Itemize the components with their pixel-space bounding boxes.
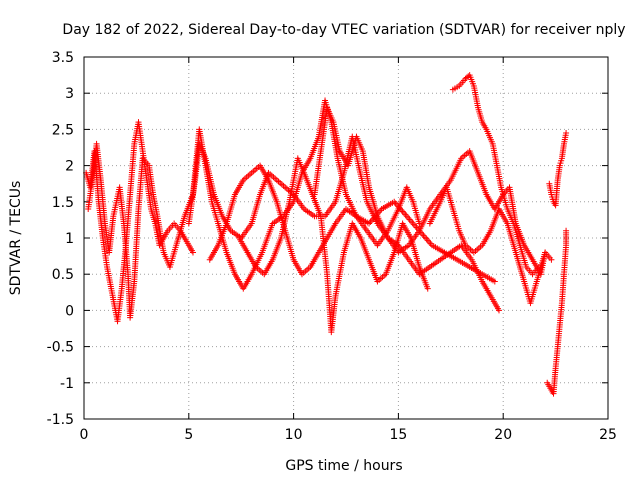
- data-point: [563, 227, 570, 234]
- x-tick-label: 15: [389, 427, 407, 443]
- chart-title: Day 182 of 2022, Sidereal Day-to-day VTE…: [62, 22, 625, 38]
- x-tick-label: 20: [494, 427, 512, 443]
- y-tick-label: -0.5: [47, 340, 74, 356]
- y-tick-label: 0.5: [52, 267, 74, 283]
- x-tick-label: 0: [80, 427, 89, 443]
- y-tick-label: -1.5: [47, 412, 74, 428]
- plot-frame: [83, 56, 609, 420]
- x-tick-label: 25: [599, 427, 617, 443]
- y-tick-label: 1: [65, 231, 74, 247]
- y-tick-label: -1: [60, 376, 74, 392]
- data-point: [535, 263, 542, 270]
- data-point: [563, 130, 570, 137]
- series-track-9: [544, 227, 570, 397]
- axis-ticks: 0 5 10 15 20 25 -1.5 -1 -0.5 0 0.5 1 1.5 2 2.5 3 3.5: [47, 50, 617, 443]
- data-point: [491, 278, 498, 285]
- y-axis-label: SDTVAR / TECUs: [8, 181, 24, 296]
- data-point: [424, 285, 431, 292]
- x-tick-label: 5: [184, 427, 193, 443]
- y-tick-label: 2.5: [52, 122, 74, 138]
- series-track-8: [449, 72, 542, 278]
- series-track-7: [426, 184, 555, 307]
- x-axis-label: GPS time / hours: [285, 458, 402, 474]
- y-tick-label: 3.5: [52, 50, 74, 66]
- series-track-10: [546, 130, 570, 209]
- data-point: [189, 249, 196, 256]
- x-tick-label: 10: [285, 427, 303, 443]
- y-tick-label: 0: [65, 303, 74, 319]
- series-track-6: [311, 104, 549, 278]
- data-points: [83, 72, 570, 397]
- data-point: [496, 307, 503, 314]
- y-tick-label: 3: [65, 86, 74, 102]
- y-tick-label: 2: [65, 159, 74, 175]
- y-tick-label: 1.5: [52, 195, 74, 211]
- data-point: [548, 256, 555, 263]
- data-point: [416, 220, 423, 227]
